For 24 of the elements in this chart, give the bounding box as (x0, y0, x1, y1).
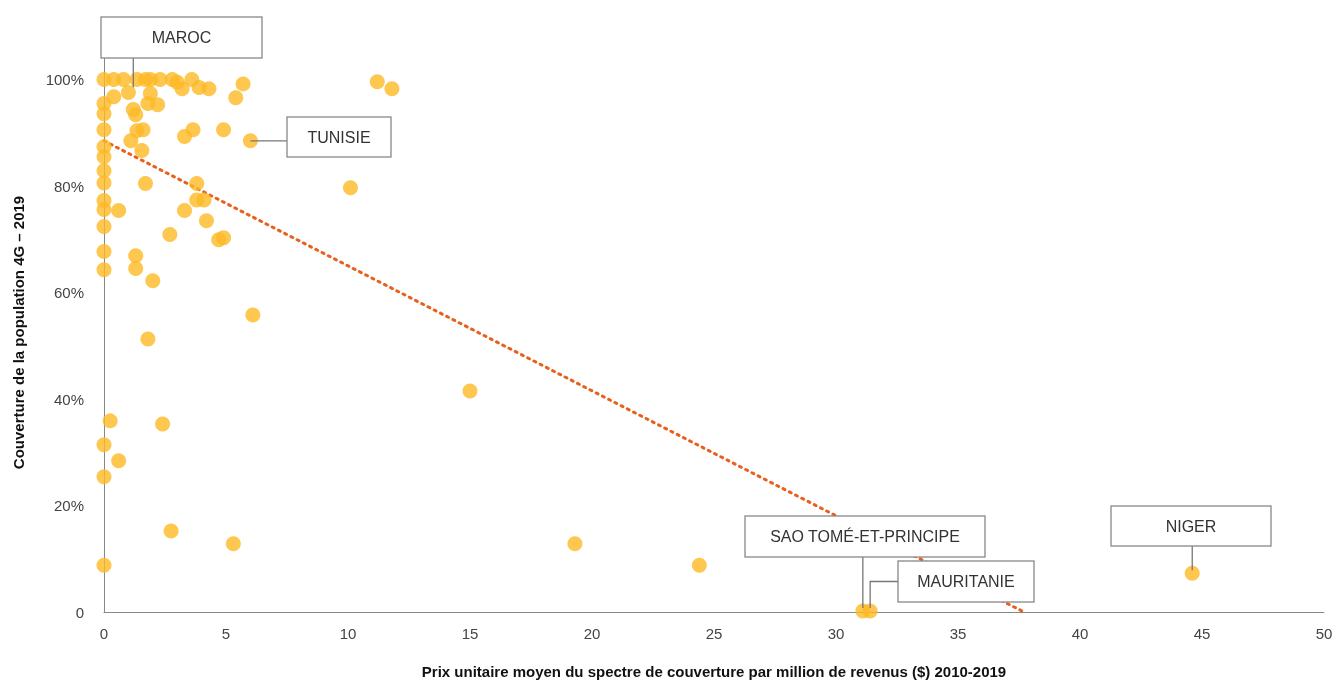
annotation: MAROC (151, 29, 212, 46)
y-tick-label: 0 (75, 603, 84, 621)
y-axis-title: Couverture de la population 4G – 2019 (10, 195, 27, 470)
y-tick-label: 80% (53, 177, 84, 195)
x-tick-label: 45 (1193, 625, 1211, 642)
y-tick-label: 60% (53, 284, 84, 302)
x-tick-label: 35 (949, 625, 967, 642)
y-tick-label: 40% (53, 390, 84, 408)
x-tick-label: 10 (339, 625, 357, 642)
annotation: TUNISIE (307, 128, 371, 146)
x-tick-label: 25 (705, 625, 723, 642)
x-tick-label: 15 (461, 625, 479, 642)
annotation: SAO TOMÉ-ET-PRINCIPE (770, 527, 960, 545)
x-axis-title: Prix unitaire moyen du spectre de couverture par million de revenus ($) 2010-2019 (421, 663, 1007, 680)
x-tick-label: 5 (221, 625, 231, 642)
x-tick-label: 0 (99, 625, 109, 642)
annotation: NIGER (1165, 517, 1217, 535)
x-tick-label: 40 (1071, 625, 1089, 642)
x-tick-label: 30 (827, 625, 845, 642)
x-tick-label: 50 (1315, 625, 1333, 642)
y-tick-label: 100% (45, 71, 84, 89)
annotation: MAURITANIE (917, 573, 1015, 590)
x-tick-label: 20 (583, 625, 601, 642)
y-tick-label: 20% (53, 497, 84, 515)
